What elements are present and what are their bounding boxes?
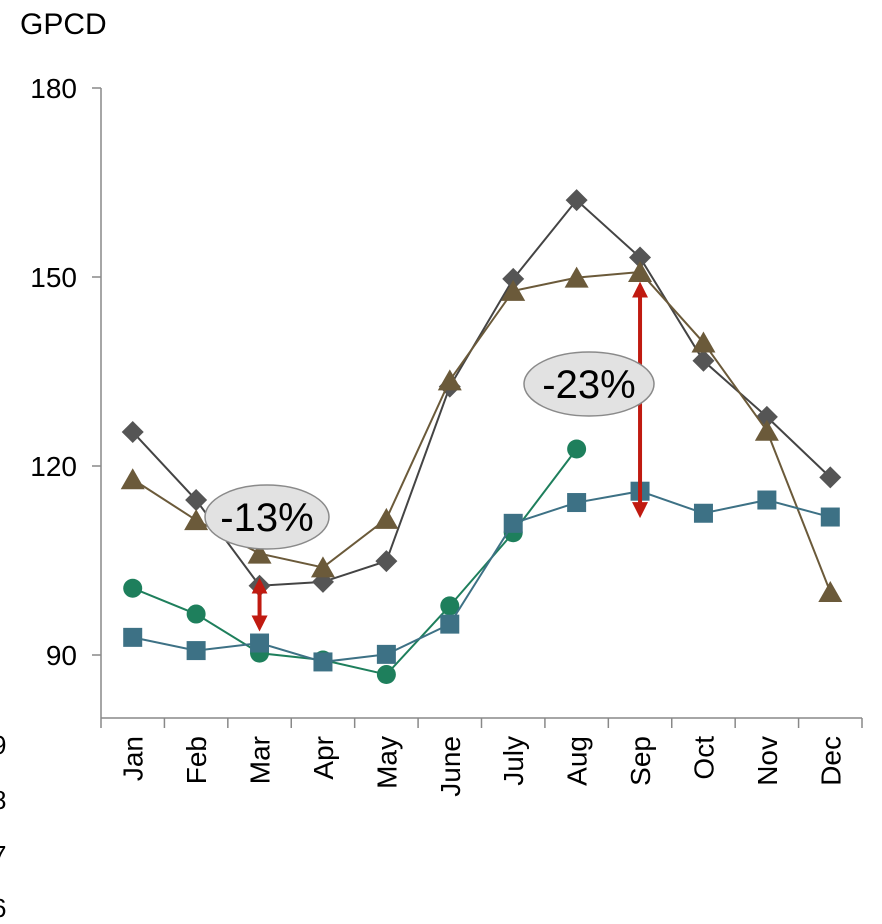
data-point-triangle — [564, 266, 589, 288]
data-point-square — [376, 644, 396, 664]
data-point-triangle — [374, 507, 399, 529]
x-tick-label: Sep — [625, 736, 656, 786]
data-point-triangle — [628, 260, 653, 282]
series-triangle — [120, 260, 843, 602]
x-tick-label: Oct — [688, 736, 719, 780]
percent-callout-bubble — [523, 351, 655, 417]
x-tick-label: Apr — [308, 736, 339, 780]
percent-callout-label: -23% — [542, 363, 635, 407]
data-point-triangle — [691, 331, 716, 353]
data-point-square — [757, 490, 777, 510]
y-tick-label: 90 — [46, 640, 77, 671]
data-point-diamond — [629, 246, 652, 269]
axes: 90 120 150 180 Jan Feb Mar Apr May June July Aug Sep… — [30, 73, 863, 797]
y-tick-label: 150 — [30, 262, 77, 293]
x-tick-label: Jan — [118, 736, 149, 781]
data-point-diamond — [692, 349, 715, 372]
series-circle — [123, 439, 587, 685]
data-point-circle — [376, 665, 396, 685]
data-point-square — [186, 641, 206, 661]
legend-fragment: 8 — [0, 785, 6, 816]
data-point-triangle — [247, 542, 272, 564]
legend-fragment: 9 — [0, 730, 6, 761]
data-point-diamond — [565, 189, 588, 212]
legend-fragment: 6 — [0, 893, 6, 924]
data-point-circle — [123, 578, 143, 598]
data-point-triangle — [184, 509, 209, 531]
y-axis-label: GPCD — [20, 8, 107, 41]
data-point-triangle — [437, 369, 462, 391]
data-point-triangle — [818, 581, 843, 602]
data-point-triangle — [754, 419, 779, 441]
data-point-circle — [567, 439, 587, 459]
data-point-triangle — [310, 556, 335, 578]
data-point-triangle — [120, 468, 145, 490]
series-line — [131, 198, 831, 587]
data-point-diamond — [375, 550, 398, 573]
data-point-circle — [186, 604, 206, 624]
x-tick-label: Aug — [562, 736, 593, 786]
data-point-square — [313, 652, 333, 672]
x-tick-label: Nov — [752, 736, 783, 786]
y-tick-label: 120 — [30, 451, 77, 482]
x-tick-label: Dec — [815, 736, 846, 786]
legend-fragment: 7 — [0, 840, 6, 871]
percent-callout-label: -13% — [220, 496, 313, 540]
data-point-diamond — [502, 267, 525, 290]
data-point-diamond — [819, 466, 842, 489]
series-square — [123, 481, 840, 672]
data-point-square — [693, 503, 713, 523]
series-layer — [120, 189, 843, 685]
data-point-diamond — [121, 420, 144, 443]
data-point-square — [820, 507, 840, 527]
data-point-diamond — [185, 489, 208, 512]
percent-callout-bubble — [204, 484, 330, 550]
data-point-square — [440, 614, 460, 634]
data-point-triangle — [501, 279, 526, 301]
series-line — [132, 448, 578, 676]
x-tick-label: Feb — [181, 736, 212, 784]
data-point-circle — [440, 596, 460, 616]
data-point-square — [567, 493, 587, 513]
x-tick-label: Mar — [245, 736, 276, 784]
data-point-square — [503, 513, 523, 533]
x-tick-label: July — [498, 736, 529, 786]
y-tick-label: 180 — [30, 73, 77, 104]
x-tick-label: June — [435, 736, 466, 797]
data-point-square — [123, 627, 143, 647]
data-point-square — [250, 633, 270, 653]
annotation-layer: -13% -23% — [204, 281, 655, 632]
series-line — [132, 490, 831, 663]
x-tick-label: May — [371, 736, 402, 789]
